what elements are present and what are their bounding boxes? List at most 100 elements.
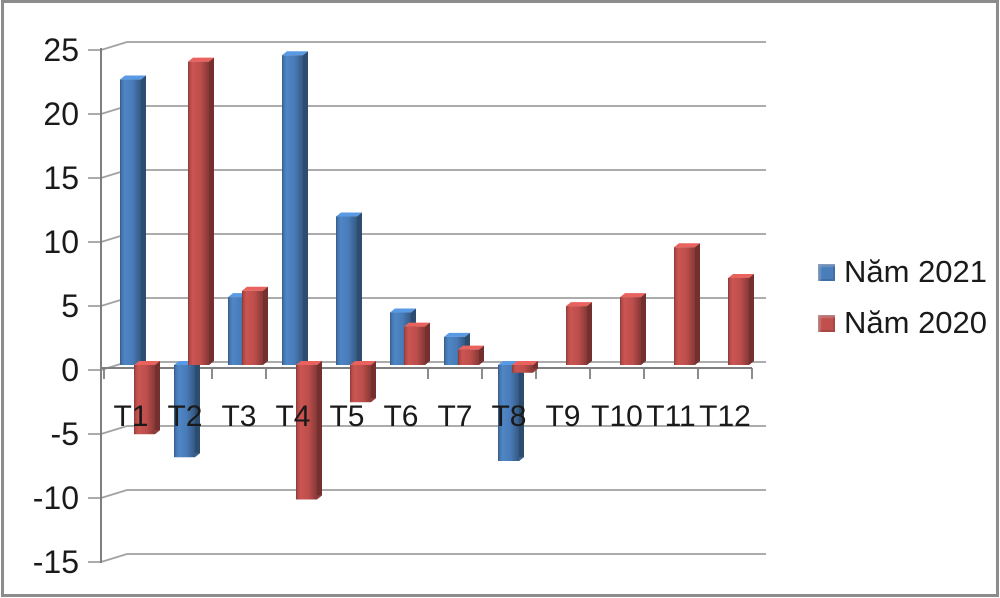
bar-t10-nam-2020-top bbox=[620, 293, 646, 298]
category-label-t3: T3 bbox=[221, 400, 256, 433]
bar-t8-nam-2021 bbox=[498, 361, 524, 461]
category-label-t8: T8 bbox=[491, 400, 526, 433]
bar-t11-nam-2020-top bbox=[674, 243, 700, 248]
bar-t4-nam-2020 bbox=[296, 361, 322, 500]
category-label-t7: T7 bbox=[437, 400, 472, 433]
bar-t2-nam-2020-top bbox=[188, 57, 214, 62]
bar-t1-nam-2021 bbox=[120, 75, 146, 365]
bar-t8-nam-2021-front bbox=[498, 365, 519, 461]
bar-t5-nam-2021 bbox=[336, 212, 362, 365]
bar-t8-nam-2020 bbox=[512, 361, 538, 373]
y-axis-label-25: 25 bbox=[43, 32, 79, 68]
y-axis-label-20: 20 bbox=[43, 96, 79, 132]
bar-t7-nam-2020-front bbox=[458, 349, 479, 365]
bar-t6-nam-2020-top bbox=[404, 322, 430, 327]
bar-t11-nam-2020-side bbox=[695, 243, 700, 365]
bar-t6-nam-2020-side bbox=[425, 322, 430, 365]
bar-t5-nam-2021-front bbox=[336, 216, 357, 365]
category-label-t6: T6 bbox=[383, 400, 418, 433]
bar-t4-nam-2021 bbox=[282, 51, 308, 366]
bar-t10-nam-2020 bbox=[620, 293, 646, 365]
bar-t4-nam-2021-top bbox=[282, 51, 308, 56]
bar-t5-nam-2020-front bbox=[350, 365, 371, 403]
bar-t3-nam-2020-top bbox=[242, 286, 268, 291]
bar-t2-nam-2021 bbox=[174, 361, 200, 458]
y-axis-label-5: 5 bbox=[61, 288, 79, 324]
bar-t1-nam-2020-front bbox=[134, 365, 155, 435]
bar-t5-nam-2021-side bbox=[357, 212, 362, 365]
gridline-25 bbox=[88, 41, 766, 51]
bar-t7-nam-2021-top bbox=[444, 332, 470, 337]
bar-t9-nam-2020-top bbox=[566, 302, 592, 307]
bar-t8-nam-2021-side bbox=[519, 361, 524, 461]
bar-t4-nam-2020-front bbox=[296, 365, 317, 500]
bar-t1-nam-2021-side bbox=[141, 75, 146, 365]
gridline-15 bbox=[88, 169, 766, 179]
bar-t2-nam-2020-side bbox=[209, 57, 214, 365]
bar-t12-nam-2020-side bbox=[749, 273, 754, 365]
bar-t3-nam-2020-side bbox=[263, 286, 268, 365]
bar-t9-nam-2020-side bbox=[587, 302, 592, 365]
bar-t1-nam-2021-front bbox=[120, 79, 141, 365]
gridline--10 bbox=[88, 489, 766, 499]
legend-swatch-nam-2020 bbox=[818, 314, 835, 332]
y-axis-label-0: 0 bbox=[61, 352, 79, 388]
bar-t9-nam-2020-front bbox=[566, 306, 587, 365]
y-axis-label-10: 10 bbox=[43, 224, 79, 260]
bar-t6-nam-2020 bbox=[404, 322, 430, 365]
category-labels: T1 T2 T3 T4 T5 T6 T7 T8 T9 T10 T11 T12 bbox=[113, 400, 750, 433]
bar-t12-nam-2020-top bbox=[728, 273, 754, 278]
category-label-t4: T4 bbox=[275, 400, 310, 433]
series-nam-2020 bbox=[134, 57, 754, 500]
bar-t4-nam-2021-side bbox=[303, 51, 308, 366]
bar-t12-nam-2020-front bbox=[728, 277, 749, 365]
category-label-t5: T5 bbox=[329, 400, 364, 433]
bar-t2-nam-2021-front bbox=[174, 365, 195, 458]
category-label-t12: T12 bbox=[699, 400, 751, 433]
bar-t1-nam-2020 bbox=[134, 361, 160, 435]
bar-t1-nam-2020-side bbox=[155, 361, 160, 435]
category-label-t1: T1 bbox=[113, 400, 148, 433]
gridline-20 bbox=[88, 105, 766, 115]
bar-t5-nam-2020-top bbox=[350, 361, 376, 365]
legend-label-nam-2021: Năm 2021 bbox=[844, 254, 988, 289]
bar-t5-nam-2020-side bbox=[371, 361, 376, 403]
bar-t4-nam-2021-front bbox=[282, 55, 303, 366]
legend-item-nam-2021: Năm 2021 bbox=[818, 255, 987, 289]
bar-t8-nam-2020-front bbox=[512, 365, 533, 373]
y-axis-label--15: -15 bbox=[33, 544, 79, 580]
gridline-10 bbox=[88, 233, 766, 243]
bar-t10-nam-2020-side bbox=[641, 293, 646, 365]
bar-t11-nam-2020-front bbox=[674, 247, 695, 365]
category-label-t9: T9 bbox=[545, 400, 580, 433]
legend-label-nam-2020: Năm 2020 bbox=[844, 305, 988, 340]
bar-t2-nam-2020 bbox=[188, 57, 214, 365]
bar-t8-nam-2020-top bbox=[512, 361, 538, 365]
gridline-5 bbox=[88, 297, 766, 307]
bar-t9-nam-2020 bbox=[566, 302, 592, 365]
bar-t2-nam-2020-front bbox=[188, 61, 209, 365]
bar-t12-nam-2020 bbox=[728, 273, 754, 365]
legend: Năm 2021 Năm 2020 bbox=[818, 255, 987, 340]
bar-t5-nam-2021-top bbox=[336, 212, 362, 217]
legend-item-nam-2020: Năm 2020 bbox=[818, 306, 987, 340]
bar-t4-nam-2020-side bbox=[317, 361, 322, 500]
bar-t11-nam-2020 bbox=[674, 243, 700, 365]
bar-t7-nam-2020 bbox=[458, 345, 484, 365]
bar-t5-nam-2020 bbox=[350, 361, 376, 403]
bar-t6-nam-2021-top bbox=[390, 308, 416, 313]
bar-t3-nam-2020 bbox=[242, 286, 268, 365]
bar-t7-nam-2020-side bbox=[479, 345, 484, 365]
bar-t1-nam-2020-top bbox=[134, 361, 160, 365]
gridline--5 bbox=[88, 425, 766, 435]
bar-t1-nam-2021-top bbox=[120, 75, 146, 80]
bar-t2-nam-2021-side bbox=[195, 361, 200, 458]
bar-t4-nam-2020-top bbox=[296, 361, 322, 365]
y-axis-labels: 25 20 15 10 5 0 -5 -10 -15 bbox=[33, 32, 79, 580]
y-axis-label--10: -10 bbox=[33, 480, 79, 516]
gridline--15 bbox=[88, 553, 766, 563]
bar-t6-nam-2020-front bbox=[404, 326, 425, 365]
bar-t10-nam-2020-front bbox=[620, 297, 641, 365]
